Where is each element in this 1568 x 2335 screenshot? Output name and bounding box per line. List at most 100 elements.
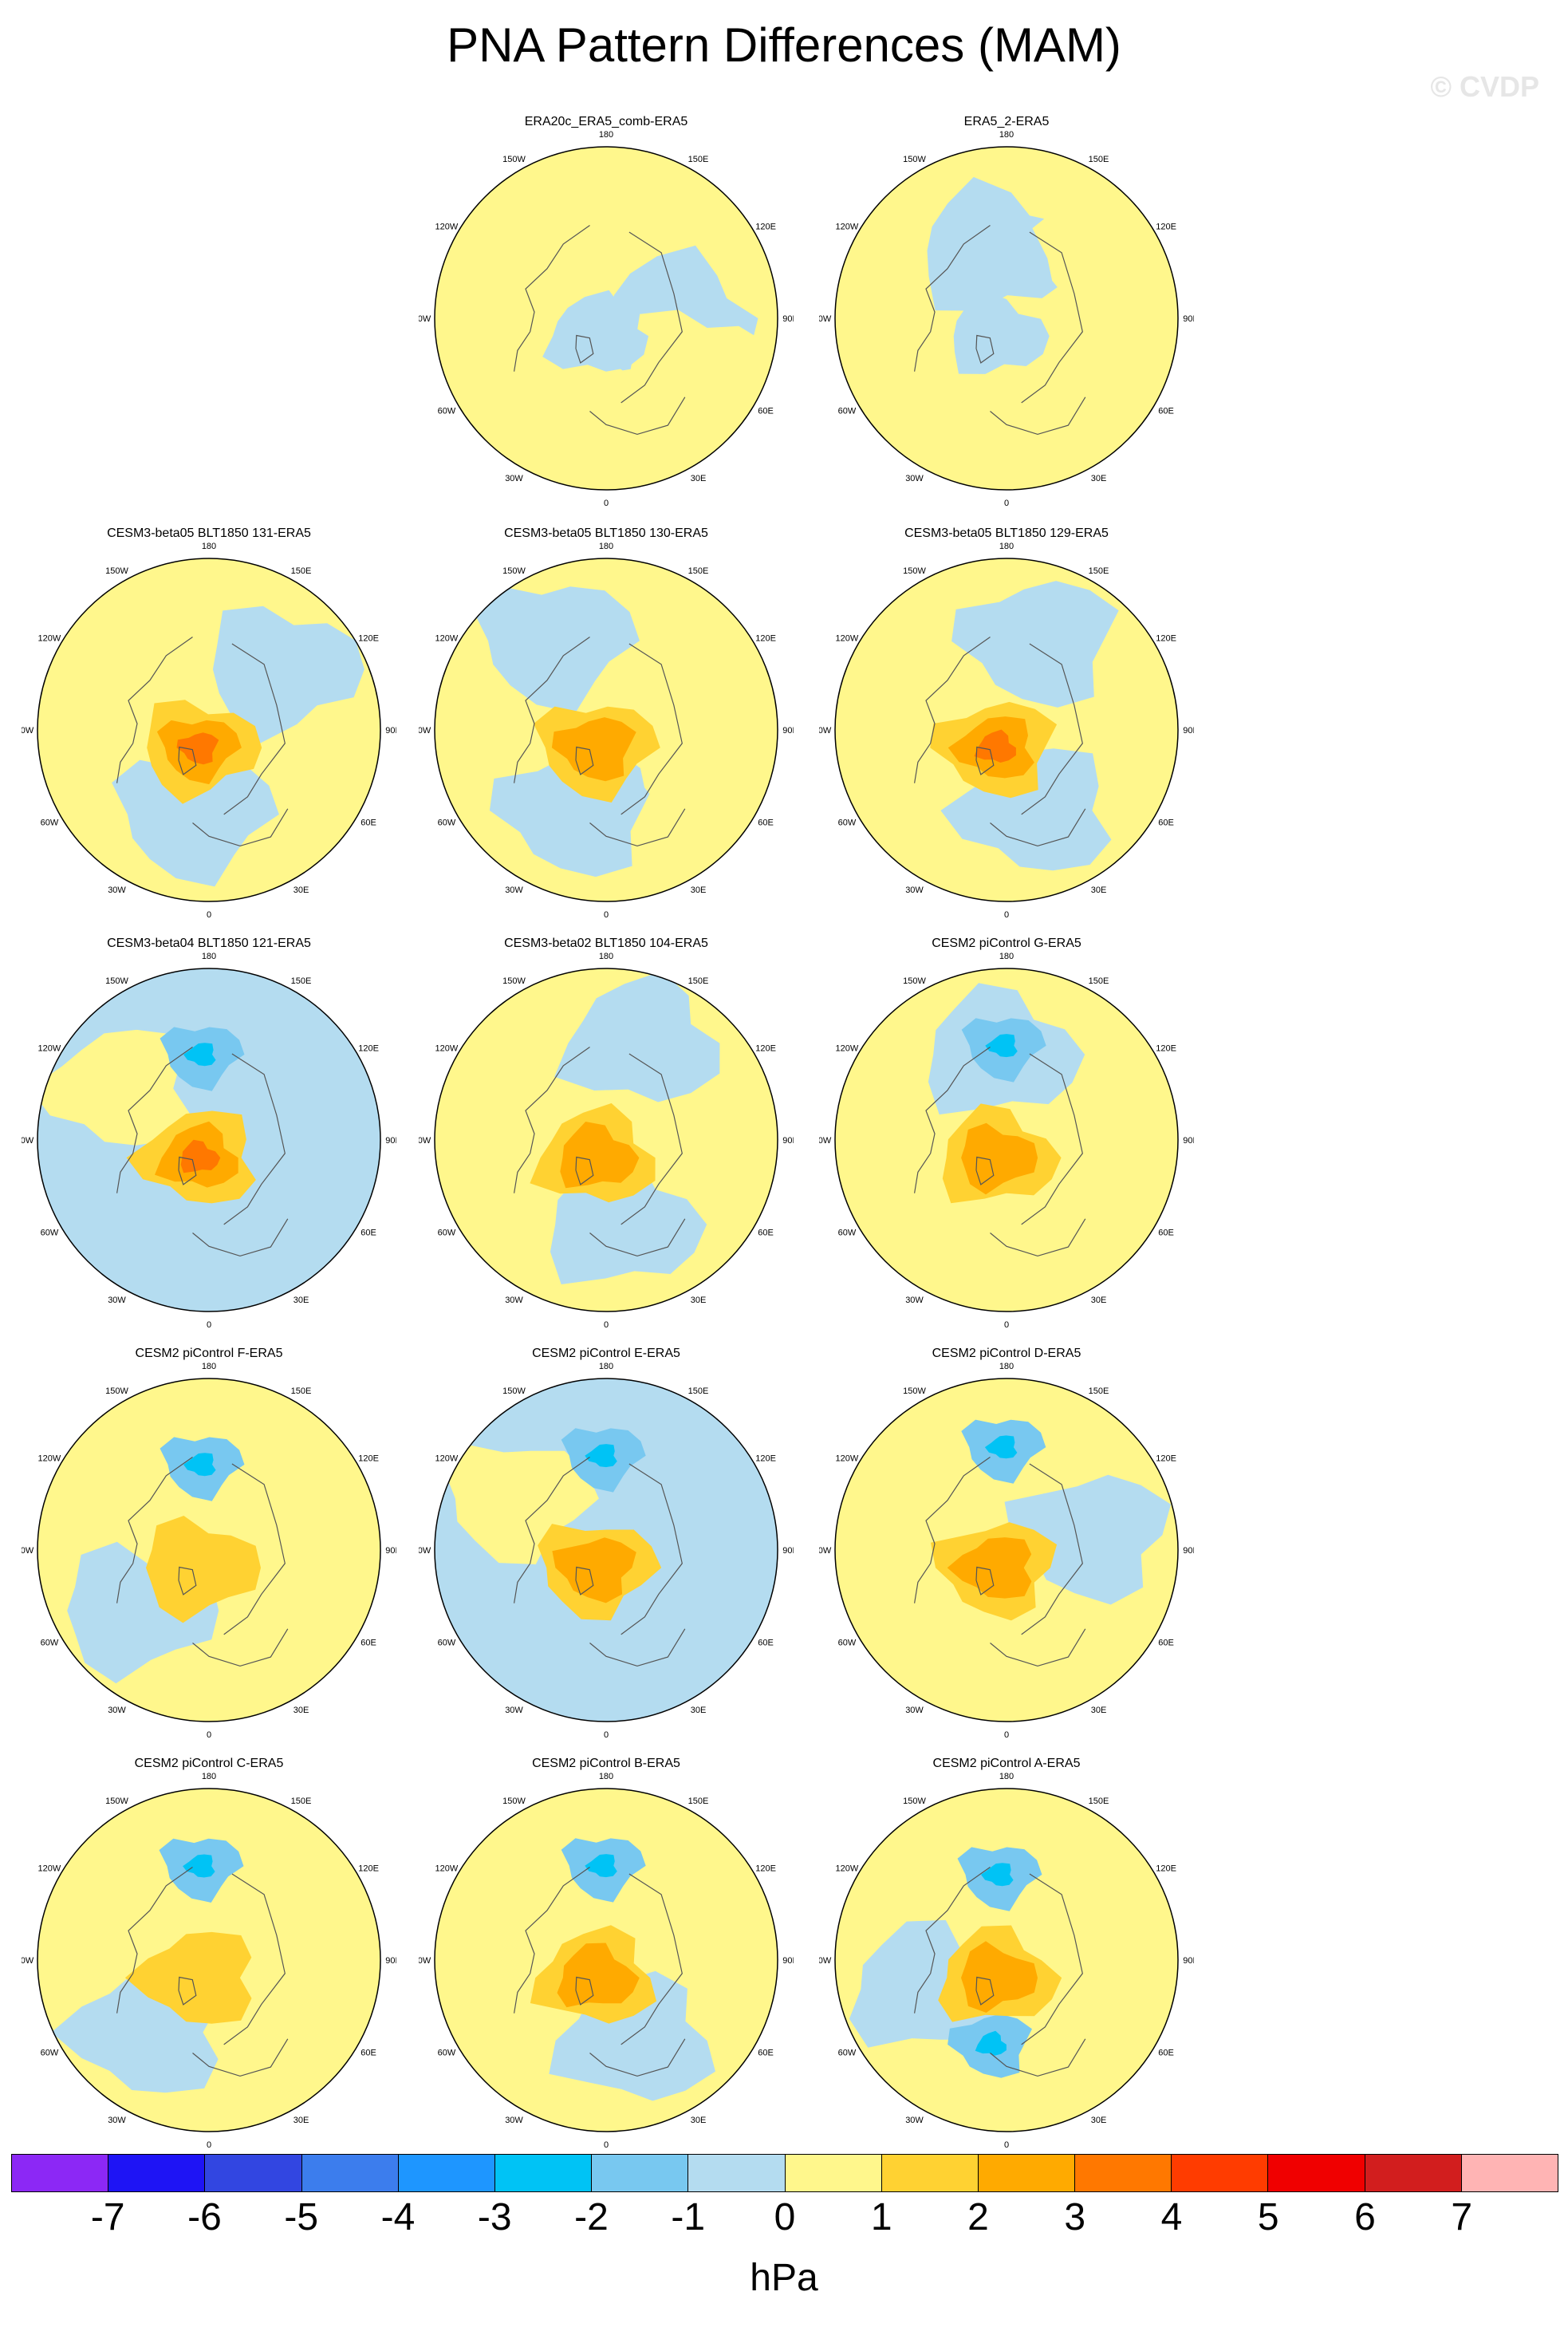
longitude-label: 120W — [836, 1864, 859, 1874]
coastline — [575, 334, 594, 364]
polar-map: 180 150E 120E 90E 60E 30E 0 30W 60W 90W 120W 150W — [819, 542, 1194, 920]
colorbar-tick-label: 3 — [1064, 2196, 1086, 2238]
longitude-label: 30E — [1091, 1296, 1107, 1305]
map-boundary — [37, 558, 381, 902]
panel-title: CESM3-beta05 BLT1850 130-ERA5 — [504, 527, 708, 540]
longitude-label: 180 — [202, 1363, 216, 1371]
longitude-label: 90E — [1183, 726, 1194, 736]
positive-anomaly-region — [444, 202, 604, 325]
longitude-label: 150E — [291, 1386, 312, 1396]
longitude-label: 120W — [836, 223, 859, 232]
polar-map: 180 150E 120E 90E 60E 30E 0 30W 60W 90W 120W 150W — [819, 1773, 1194, 2150]
negative-anomaly-peak — [975, 2030, 1007, 2056]
longitude-label: 90W — [819, 1136, 832, 1146]
coastline — [589, 2038, 686, 2077]
polar-anomaly-level — [176, 732, 219, 765]
longitude-label: 120E — [1156, 1454, 1176, 1464]
map-boundary — [434, 1378, 778, 1722]
longitude-label: 120W — [435, 1044, 459, 1054]
colorbar-segment — [1075, 2155, 1172, 2191]
map-panel: CESM2 piControl E-ERA5 180 150E 120E 90E 60E 3… — [419, 1347, 794, 1753]
longitude-label: 150E — [688, 976, 709, 986]
coastline — [116, 1457, 193, 1603]
positive-anomaly-region — [1035, 1912, 1178, 2033]
coastline — [192, 2038, 289, 2077]
negative-anomaly-region — [554, 971, 720, 1102]
colorbar-tick-label: 0 — [774, 2196, 796, 2238]
colorbar — [11, 2154, 1558, 2192]
panel-title: CESM3-beta05 BLT1850 129-ERA5 — [904, 527, 1109, 540]
longitude-label: 60W — [438, 1229, 456, 1238]
polar-map: 180 150E 120E 90E 60E 30E 0 30W 60W 90W 120W 150W — [419, 131, 794, 508]
longitude-label: 180 — [999, 542, 1014, 551]
map-panel: ERA20c_ERA5_comb-ERA5 180 150E 120E 90E 60E 30… — [419, 115, 794, 522]
cvdp-watermark: © CVDP — [1430, 70, 1539, 103]
positive-anomaly-region — [206, 1954, 364, 2069]
longitude-label: 60E — [1158, 407, 1174, 416]
coastline — [1021, 1053, 1083, 1225]
positive-anomaly-region — [42, 652, 187, 783]
positive-anomaly-region — [624, 713, 778, 834]
longitude-label: 180 — [999, 1773, 1014, 1781]
longitude-label: 150W — [502, 976, 526, 986]
longitude-label: 150W — [903, 566, 926, 576]
coastline — [116, 1047, 193, 1193]
colorbar-segment — [978, 2155, 1076, 2191]
polar-map: 180 150E 120E 90E 60E 30E 0 30W 60W 90W 120W 150W — [419, 953, 794, 1330]
map-panel: CESM2 piControl C-ERA5 180 150E 120E 90E 60E 3… — [22, 1757, 396, 2163]
polar-anomaly-level — [551, 717, 636, 782]
polar-map: 180 150E 120E 90E 60E 30E 0 30W 60W 90W 120W 150W — [819, 953, 1194, 1330]
longitude-label: 150W — [502, 1386, 526, 1396]
coastline — [223, 1873, 286, 2045]
colorbar-segment — [1365, 2155, 1462, 2191]
longitude-label: 0 — [1004, 1320, 1009, 1330]
panel-title: CESM3-beta05 BLT1850 131-ERA5 — [107, 527, 311, 540]
colorbar-tick-label: -2 — [574, 2196, 609, 2238]
coastline — [223, 1053, 286, 1225]
longitude-label: 0 — [604, 1730, 609, 1740]
polar-map: 180 150E 120E 90E 60E 30E 0 30W 60W 90W 120W 150W — [22, 1773, 396, 2150]
longitude-label: 120E — [755, 223, 776, 232]
longitude-label: 90E — [1183, 1136, 1194, 1146]
longitude-label: 30E — [691, 474, 707, 483]
negative-anomaly-peak — [183, 1043, 216, 1067]
coastline — [589, 1218, 686, 1257]
coastline — [116, 1867, 193, 2014]
longitude-label: 180 — [599, 1363, 613, 1371]
longitude-label: 30E — [691, 2116, 707, 2125]
longitude-label: 60W — [838, 1229, 857, 1238]
negative-anomaly-region — [529, 1595, 693, 1722]
coastline — [192, 1218, 289, 1257]
negative-anomaly-region — [1004, 1474, 1172, 1605]
longitude-label: 180 — [202, 1773, 216, 1781]
colorbar-tick-label: -6 — [187, 2196, 222, 2238]
map-boundary — [834, 1788, 1179, 2132]
longitude-label: 60W — [438, 818, 456, 828]
panel-title: CESM3-beta02 BLT1850 104-ERA5 — [504, 937, 708, 950]
positive-anomaly-region — [1032, 207, 1178, 327]
longitude-label: 120W — [38, 1454, 61, 1464]
longitude-label: 60E — [360, 1229, 376, 1238]
colorbar-segment — [1172, 2155, 1269, 2191]
longitude-label: 60W — [438, 1639, 456, 1648]
longitude-label: 30W — [505, 2116, 523, 2125]
longitude-label: 150E — [688, 155, 709, 164]
longitude-label: 90W — [819, 1956, 832, 1966]
map-boundary — [37, 1378, 381, 1722]
longitude-label: 150W — [502, 1797, 526, 1806]
coastline — [575, 746, 594, 775]
longitude-label: 60W — [438, 2049, 456, 2058]
longitude-label: 30W — [905, 885, 924, 895]
longitude-label: 120E — [358, 1864, 379, 1874]
map-panel: CESM2 piControl F-ERA5 180 150E 120E 90E 60E 3… — [22, 1347, 396, 1753]
panel-title: CESM2 piControl B-ERA5 — [532, 1757, 680, 1770]
longitude-label: 30W — [905, 1296, 924, 1305]
longitude-label: 150W — [903, 1386, 926, 1396]
colorbar-segment — [1461, 2155, 1558, 2191]
coastline — [975, 1976, 995, 2006]
colorbar-tick-label: -5 — [284, 2196, 319, 2238]
longitude-label: 30W — [505, 474, 523, 483]
coastline — [990, 808, 1086, 847]
positive-anomaly-region — [37, 1029, 191, 1146]
longitude-label: 30E — [294, 1296, 309, 1305]
